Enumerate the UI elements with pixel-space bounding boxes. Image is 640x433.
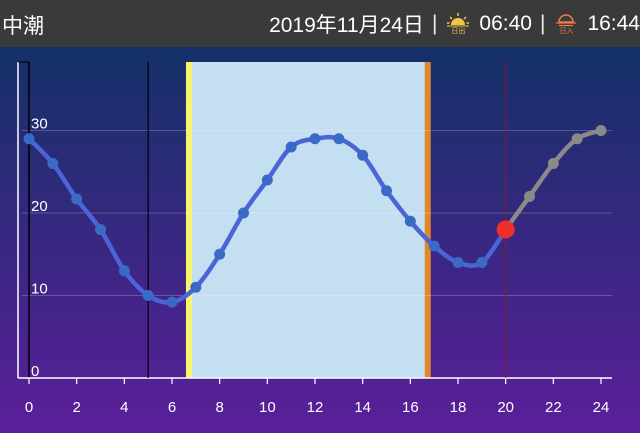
separator: | <box>539 11 546 35</box>
data-point <box>214 248 226 260</box>
sunrise-label: 日出 <box>451 27 466 35</box>
data-point <box>428 240 440 252</box>
sunset-bar <box>424 62 431 378</box>
x-tick-label: 4 <box>120 399 128 416</box>
data-point <box>166 296 178 308</box>
sunset-label: 日入 <box>559 27 574 35</box>
data-point <box>95 224 106 235</box>
data-point <box>476 257 488 268</box>
data-point <box>118 265 130 277</box>
data-point <box>142 290 154 301</box>
x-tick-label: 12 <box>307 399 324 416</box>
separator: | <box>431 11 438 35</box>
data-point <box>404 215 416 227</box>
data-point <box>333 133 345 145</box>
x-tick-label: 22 <box>545 399 562 416</box>
date-label: 2019年11月24日 <box>269 13 424 37</box>
data-point <box>595 125 607 136</box>
data-point <box>357 149 369 161</box>
data-point <box>23 133 35 145</box>
y-tick-label: 10 <box>31 281 48 298</box>
sunrise-icon: 日出 <box>445 12 471 35</box>
sunset-icon: 日入 <box>553 13 579 35</box>
x-tick-label: 18 <box>450 399 467 416</box>
x-tick-label: 14 <box>354 399 371 416</box>
header-info: 2019年11月24日 | 日出 06:40 | 日入 16:44 <box>269 0 640 47</box>
data-point <box>47 158 59 169</box>
tide-name: 中潮 <box>2 15 44 38</box>
sunset-time: 16:44 <box>587 11 640 35</box>
data-point <box>452 257 464 268</box>
daylight-band <box>187 62 428 378</box>
y-tick-label: 30 <box>31 116 48 133</box>
x-tick-label: 2 <box>72 399 80 416</box>
x-tick-label: 24 <box>593 399 610 416</box>
data-point <box>381 185 392 197</box>
data-point <box>571 133 583 145</box>
data-point <box>238 207 249 219</box>
data-point <box>309 133 321 145</box>
x-tick-label: 8 <box>215 399 223 416</box>
x-tick-label: 16 <box>402 399 419 416</box>
current-point <box>496 220 515 239</box>
x-tick-label: 10 <box>259 399 276 416</box>
data-point <box>71 193 83 205</box>
x-tick-label: 0 <box>25 399 33 416</box>
y-tick-label: 20 <box>31 198 48 215</box>
x-tick-label: 20 <box>497 399 514 416</box>
header-bar: 中潮 2019年11月24日 | 日出 06:40 | 日入 1 <box>0 0 640 47</box>
sunrise-time: 06:40 <box>479 11 532 35</box>
data-point <box>285 141 297 153</box>
sunrise-bar <box>185 62 192 378</box>
data-point <box>524 191 535 202</box>
data-point <box>261 174 273 186</box>
y-tick-label: 0 <box>31 363 39 380</box>
x-tick-label: 6 <box>168 399 176 416</box>
data-point <box>547 158 559 169</box>
data-point <box>190 281 202 293</box>
